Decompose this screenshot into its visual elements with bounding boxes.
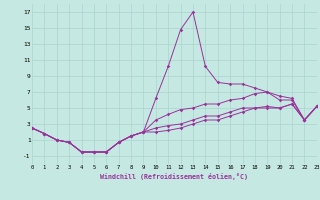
X-axis label: Windchill (Refroidissement éolien,°C): Windchill (Refroidissement éolien,°C) <box>100 173 248 180</box>
